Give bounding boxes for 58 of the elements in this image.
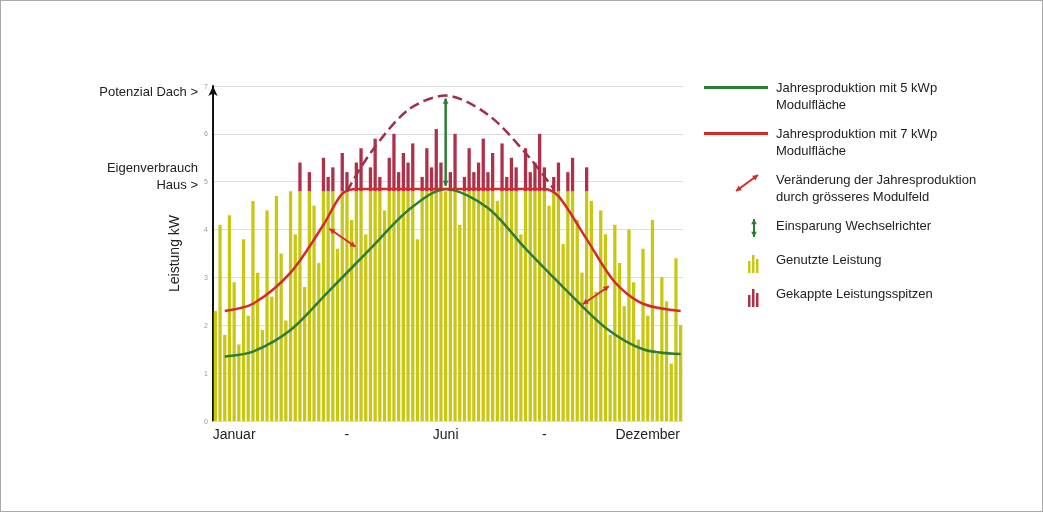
bar [359,148,363,192]
bar [429,191,434,421]
bar [500,143,504,192]
bar [392,133,396,192]
bar [392,191,396,421]
text: Potenzial Dach > [98,82,198,100]
bar [467,191,471,421]
bar [523,191,528,421]
legend-label: Jahresproduktion mit 7 kWp Modulfläche [776,125,939,159]
bar [533,191,537,421]
bar [476,191,481,421]
x-tick-label: - [542,426,548,442]
bar [331,167,335,192]
line-series [345,94,555,193]
bar [674,258,678,421]
bar [373,191,377,421]
bar [500,191,504,421]
bar [462,191,467,421]
text: Einsparung Wechselrichter [776,217,933,234]
bar [406,191,410,421]
bar [514,191,518,421]
bar [509,191,514,421]
bar [251,200,255,421]
x-tick-label: Januar [212,426,256,442]
bar [566,172,570,192]
legend-label: Genutzte Leistung [776,251,883,268]
bar [218,224,222,421]
bar [307,172,311,192]
bar [439,191,443,421]
y-axis-title: Leistung kW [166,214,182,293]
x-tick-label: Juni [432,426,459,442]
bar [453,191,457,421]
bar [345,191,349,421]
bar [265,210,269,421]
bar [425,191,429,421]
bar [486,191,490,421]
bar [298,191,302,421]
bar [382,210,387,421]
bar [585,167,589,192]
bar [641,248,645,421]
legend-label: Gekappte Leistungsspitzen [776,285,934,302]
line-series [223,187,682,358]
legend-label: Jahresproduktion mit 5 kWp Modulfläche [776,79,939,113]
bar [415,239,420,421]
bar [570,157,575,192]
text: Eigenverbrauch Haus > [105,158,198,193]
x-tick-label: - [344,426,350,442]
bar [378,191,382,421]
bar [420,191,424,421]
bar [472,191,476,421]
text: Veränderung der Jahresproduktion durch grösseres Modulfeld [776,171,978,205]
bar [359,191,363,421]
bar [298,162,302,192]
bar [627,229,631,421]
line-series [223,187,682,313]
x-tick-label: Dezember [615,426,681,442]
bar [368,191,373,421]
bar [321,157,326,192]
